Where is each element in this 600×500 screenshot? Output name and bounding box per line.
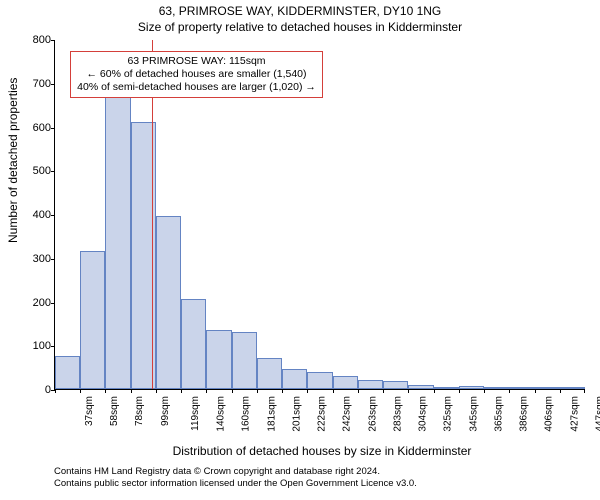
annotation-line: 40% of semi-detached houses are larger (… [77, 81, 316, 94]
x-tick-mark [131, 389, 132, 393]
y-tick-label: 800 [21, 34, 51, 46]
y-tick-mark [51, 259, 55, 260]
x-tick-label: 345sqm [468, 396, 479, 432]
histogram-bar [307, 372, 332, 390]
y-tick-mark [51, 171, 55, 172]
y-tick-mark [51, 128, 55, 129]
x-tick-mark [383, 389, 384, 393]
annotation-box: 63 PRIMROSE WAY: 115sqm← 60% of detached… [70, 51, 323, 98]
x-tick-label: 119sqm [190, 396, 201, 431]
histogram-bar [232, 332, 257, 389]
histogram-bar [333, 376, 358, 389]
x-tick-mark [181, 389, 182, 393]
histogram-bar [257, 358, 282, 389]
histogram-bar [535, 387, 560, 389]
footnote-line-2: Contains public sector information licen… [54, 478, 417, 490]
histogram-bar [156, 216, 181, 389]
x-tick-label: 386sqm [519, 396, 530, 432]
annotation-line: ← 60% of detached houses are smaller (1,… [77, 68, 316, 81]
histogram-bar [206, 330, 231, 389]
x-tick-label: 325sqm [443, 396, 454, 432]
x-tick-mark [408, 389, 409, 393]
y-tick-label: 400 [21, 209, 51, 221]
x-tick-mark [333, 389, 334, 393]
y-tick-label: 300 [21, 253, 51, 265]
x-tick-label: 447sqm [594, 396, 600, 432]
histogram-bar [282, 369, 307, 389]
y-tick-mark [51, 346, 55, 347]
x-tick-mark [206, 389, 207, 393]
x-tick-label: 304sqm [418, 396, 429, 432]
x-tick-mark [535, 389, 536, 393]
x-tick-label: 201sqm [291, 396, 302, 432]
histogram-bar [105, 89, 130, 389]
x-tick-label: 99sqm [160, 396, 171, 426]
x-tick-mark [55, 389, 56, 393]
x-tick-mark [358, 389, 359, 393]
x-tick-label: 78sqm [134, 396, 145, 426]
y-tick-mark [51, 40, 55, 41]
histogram-bar [408, 385, 433, 389]
x-tick-mark [484, 389, 485, 393]
histogram-bar [434, 387, 459, 389]
x-tick-mark [257, 389, 258, 393]
histogram-bar [80, 251, 105, 389]
y-tick-mark [51, 303, 55, 304]
histogram-bar [560, 387, 585, 389]
x-tick-label: 365sqm [493, 396, 504, 432]
x-tick-mark [584, 389, 585, 393]
y-tick-label: 200 [21, 297, 51, 309]
x-tick-mark [282, 389, 283, 393]
chart-supertitle: 63, PRIMROSE WAY, KIDDERMINSTER, DY10 1N… [0, 4, 600, 18]
x-tick-label: 222sqm [317, 396, 328, 432]
x-tick-mark [307, 389, 308, 393]
histogram-bar [484, 387, 509, 389]
histogram-bar [181, 299, 206, 389]
y-tick-label: 700 [21, 78, 51, 90]
plot-area: 010020030040050060070080037sqm58sqm78sqm… [54, 40, 584, 390]
x-tick-label: 37sqm [84, 396, 95, 426]
x-tick-label: 181sqm [266, 396, 277, 432]
x-tick-label: 160sqm [241, 396, 252, 432]
y-axis-label: Number of detached properties [6, 78, 20, 243]
histogram-bar [509, 387, 534, 389]
x-tick-mark [80, 389, 81, 393]
x-tick-label: 406sqm [544, 396, 555, 432]
x-tick-label: 242sqm [342, 396, 353, 432]
x-tick-label: 140sqm [216, 396, 227, 432]
x-tick-mark [156, 389, 157, 393]
annotation-line: 63 PRIMROSE WAY: 115sqm [77, 55, 316, 68]
histogram-bar [358, 380, 383, 389]
x-tick-mark [459, 389, 460, 393]
y-tick-label: 100 [21, 340, 51, 352]
chart-container: 63, PRIMROSE WAY, KIDDERMINSTER, DY10 1N… [0, 0, 600, 500]
x-tick-mark [232, 389, 233, 393]
x-tick-label: 427sqm [569, 396, 580, 432]
y-tick-mark [51, 215, 55, 216]
footnote-line-1: Contains HM Land Registry data © Crown c… [54, 466, 417, 478]
x-tick-mark [434, 389, 435, 393]
x-tick-mark [105, 389, 106, 393]
x-axis-label: Distribution of detached houses by size … [54, 444, 590, 458]
chart-title: Size of property relative to detached ho… [0, 20, 600, 34]
x-tick-label: 58sqm [109, 396, 120, 426]
y-tick-label: 500 [21, 165, 51, 177]
y-tick-label: 0 [21, 384, 51, 396]
x-tick-label: 263sqm [367, 396, 378, 432]
x-tick-label: 283sqm [392, 396, 403, 432]
histogram-bar [55, 356, 80, 389]
x-tick-mark [509, 389, 510, 393]
footnote: Contains HM Land Registry data © Crown c… [54, 466, 417, 490]
histogram-bar [459, 386, 484, 390]
y-tick-mark [51, 84, 55, 85]
x-tick-mark [560, 389, 561, 393]
y-tick-label: 600 [21, 122, 51, 134]
histogram-bar [383, 381, 408, 389]
